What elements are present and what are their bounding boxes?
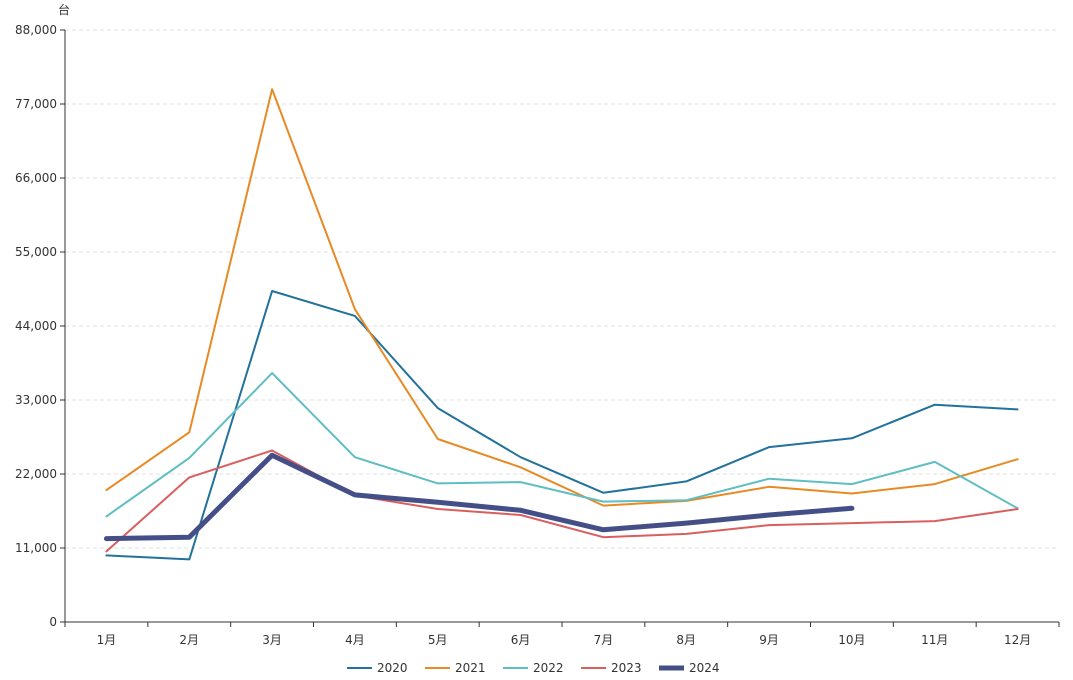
x-tick-label: 10月: [838, 633, 865, 647]
x-tick-label: 4月: [345, 633, 365, 647]
x-tick-label: 11月: [921, 633, 948, 647]
y-tick-label: 88,000: [15, 23, 57, 37]
x-tick-label: 5月: [428, 633, 448, 647]
axes: 台: [58, 2, 1059, 623]
legend-label: 2020: [377, 661, 408, 675]
series-line-2022[interactable]: [105, 372, 1019, 518]
y-axis-ticks: 0 11,000 22,000 33,000 44,000 55,000 66,000 77,…: [15, 23, 65, 629]
legend-item-2023[interactable]: 2023: [581, 661, 642, 675]
legend-item-2020[interactable]: 2020: [347, 661, 408, 675]
legend-label: 2021: [455, 661, 486, 675]
x-tick-label: 12月: [1004, 633, 1031, 647]
x-axis-ticks: 1月 2月 3月 4月 5月 6月 7月 8月 9月 10月 11月 12月: [64, 622, 1060, 647]
legend[interactable]: 2020 2021 2022 2023 2024: [347, 661, 720, 675]
legend-item-2022[interactable]: 2022: [503, 661, 564, 675]
x-tick-label: 6月: [511, 633, 531, 647]
y-tick-label: 22,000: [15, 467, 57, 481]
series-line-2021[interactable]: [105, 88, 1019, 507]
y-tick-label: 0: [49, 615, 57, 629]
legend-label: 2024: [689, 661, 720, 675]
series-lines: [103, 88, 1019, 561]
y-tick-label: 44,000: [15, 319, 57, 333]
series-line-2020[interactable]: [105, 290, 1019, 561]
legend-label: 2023: [611, 661, 642, 675]
y-tick-label: 66,000: [15, 171, 57, 185]
series-line-2024[interactable]: [103, 452, 855, 542]
legend-item-2021[interactable]: 2021: [425, 661, 486, 675]
x-tick-label: 7月: [594, 633, 614, 647]
y-tick-label: 33,000: [15, 393, 57, 407]
series-line-2023[interactable]: [105, 449, 1019, 553]
x-tick-label: 1月: [97, 633, 117, 647]
x-tick-label: 2月: [179, 633, 199, 647]
y-tick-label: 77,000: [15, 97, 57, 111]
x-tick-label: 9月: [759, 633, 779, 647]
y-tick-label: 55,000: [15, 245, 57, 259]
x-tick-label: 8月: [676, 633, 696, 647]
y-tick-label: 11,000: [15, 541, 57, 555]
legend-item-2024[interactable]: 2024: [659, 661, 720, 675]
x-tick-label: 3月: [262, 633, 282, 647]
y-axis-unit-label: 台: [58, 2, 70, 17]
legend-label: 2022: [533, 661, 564, 675]
